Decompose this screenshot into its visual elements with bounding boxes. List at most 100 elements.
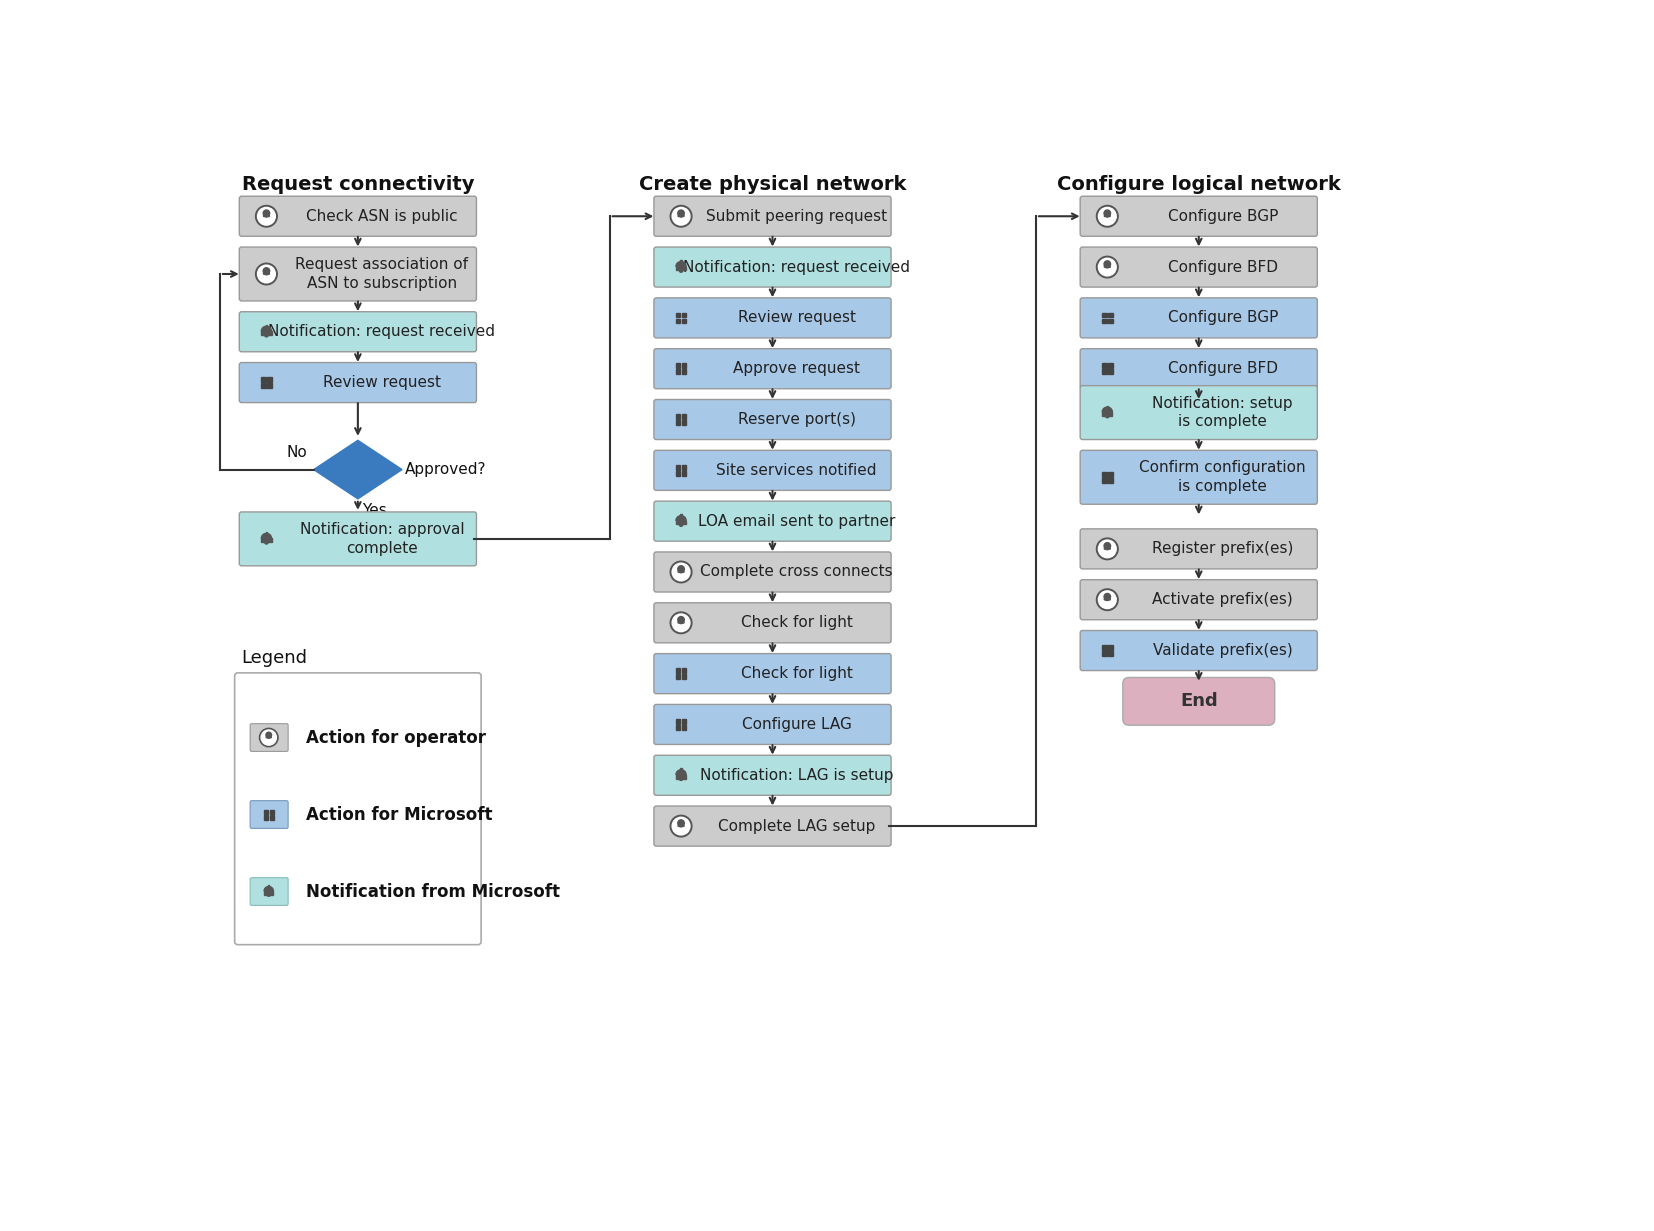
- Bar: [675, 319, 680, 324]
- Bar: [681, 369, 686, 374]
- Circle shape: [670, 815, 691, 837]
- Bar: [261, 331, 271, 335]
- Bar: [270, 810, 275, 814]
- Text: Review request: Review request: [323, 375, 442, 390]
- Bar: [675, 363, 680, 368]
- FancyBboxPatch shape: [653, 400, 892, 439]
- Circle shape: [263, 211, 270, 217]
- Bar: [265, 891, 273, 895]
- Circle shape: [670, 561, 691, 582]
- Text: Notification from Microsoft: Notification from Microsoft: [306, 883, 561, 901]
- Bar: [261, 538, 271, 542]
- Circle shape: [672, 563, 690, 581]
- Wedge shape: [678, 214, 685, 217]
- Text: Action for Microsoft: Action for Microsoft: [306, 805, 493, 824]
- Text: Create physical network: Create physical network: [638, 176, 906, 194]
- FancyBboxPatch shape: [1080, 247, 1317, 287]
- Circle shape: [1097, 206, 1118, 227]
- FancyBboxPatch shape: [1080, 451, 1317, 505]
- Bar: [675, 465, 680, 469]
- Wedge shape: [263, 272, 270, 275]
- Bar: [675, 414, 680, 419]
- Text: Check ASN is public: Check ASN is public: [306, 209, 458, 224]
- Wedge shape: [1102, 407, 1113, 412]
- Bar: [1102, 313, 1107, 318]
- Circle shape: [1105, 261, 1110, 267]
- Wedge shape: [676, 769, 686, 774]
- Text: Notification: setup
is complete: Notification: setup is complete: [1153, 396, 1293, 430]
- Bar: [1108, 478, 1113, 483]
- Wedge shape: [678, 824, 685, 827]
- Wedge shape: [265, 886, 273, 891]
- Circle shape: [680, 268, 683, 272]
- FancyBboxPatch shape: [1080, 385, 1317, 439]
- Circle shape: [265, 334, 268, 337]
- Circle shape: [268, 894, 270, 896]
- Bar: [681, 668, 686, 673]
- Wedge shape: [1105, 265, 1110, 268]
- Circle shape: [1098, 540, 1116, 558]
- FancyBboxPatch shape: [1080, 529, 1317, 569]
- Text: Check for light: Check for light: [741, 616, 852, 630]
- Circle shape: [1097, 256, 1118, 278]
- Text: Submit peering request: Submit peering request: [706, 209, 887, 224]
- Circle shape: [1098, 591, 1116, 608]
- Bar: [263, 815, 268, 820]
- Wedge shape: [678, 570, 685, 572]
- Wedge shape: [676, 516, 686, 521]
- FancyBboxPatch shape: [240, 196, 476, 236]
- Circle shape: [258, 207, 275, 225]
- Text: Activate prefix(es): Activate prefix(es): [1153, 592, 1293, 607]
- Wedge shape: [263, 214, 270, 217]
- Text: Validate prefix(es): Validate prefix(es): [1153, 643, 1293, 659]
- Circle shape: [1105, 543, 1110, 549]
- Text: Complete LAG setup: Complete LAG setup: [718, 819, 875, 833]
- Text: Configure logical network: Configure logical network: [1057, 176, 1341, 194]
- Bar: [675, 668, 680, 673]
- Text: No: No: [286, 446, 308, 460]
- Wedge shape: [676, 261, 686, 267]
- Text: Register prefix(es): Register prefix(es): [1153, 542, 1293, 556]
- Bar: [681, 313, 686, 318]
- FancyBboxPatch shape: [1123, 677, 1275, 725]
- FancyBboxPatch shape: [240, 247, 476, 300]
- FancyBboxPatch shape: [653, 247, 892, 287]
- Bar: [675, 675, 680, 680]
- Text: Configure BFD: Configure BFD: [1168, 361, 1279, 377]
- Circle shape: [260, 729, 278, 747]
- FancyBboxPatch shape: [653, 196, 892, 236]
- Bar: [681, 725, 686, 730]
- Wedge shape: [678, 620, 685, 624]
- Circle shape: [258, 265, 275, 283]
- Text: Configure BGP: Configure BGP: [1168, 209, 1279, 224]
- Bar: [1102, 319, 1107, 324]
- Text: Notification: LAG is setup: Notification: LAG is setup: [700, 768, 893, 783]
- Text: Reserve port(s): Reserve port(s): [738, 412, 855, 427]
- Text: Approve request: Approve request: [733, 361, 860, 377]
- FancyBboxPatch shape: [1080, 196, 1317, 236]
- FancyBboxPatch shape: [653, 501, 892, 542]
- Bar: [1102, 645, 1107, 650]
- Text: Approved?: Approved?: [405, 462, 486, 478]
- Circle shape: [678, 566, 685, 572]
- Text: Notification: request received: Notification: request received: [268, 324, 496, 340]
- FancyBboxPatch shape: [240, 363, 476, 403]
- Wedge shape: [1105, 597, 1110, 601]
- FancyBboxPatch shape: [235, 673, 481, 944]
- Bar: [1102, 363, 1107, 368]
- Bar: [268, 377, 271, 382]
- Wedge shape: [1105, 547, 1110, 550]
- Bar: [681, 414, 686, 419]
- Text: Configure BGP: Configure BGP: [1168, 310, 1279, 325]
- Bar: [1108, 319, 1113, 324]
- Bar: [681, 420, 686, 425]
- Bar: [270, 815, 275, 820]
- Text: Configure LAG: Configure LAG: [741, 716, 852, 732]
- Bar: [261, 377, 266, 382]
- Text: End: End: [1179, 692, 1217, 710]
- FancyBboxPatch shape: [1080, 630, 1317, 671]
- FancyBboxPatch shape: [250, 724, 288, 751]
- Circle shape: [678, 617, 685, 623]
- Polygon shape: [314, 441, 402, 499]
- Bar: [268, 383, 271, 388]
